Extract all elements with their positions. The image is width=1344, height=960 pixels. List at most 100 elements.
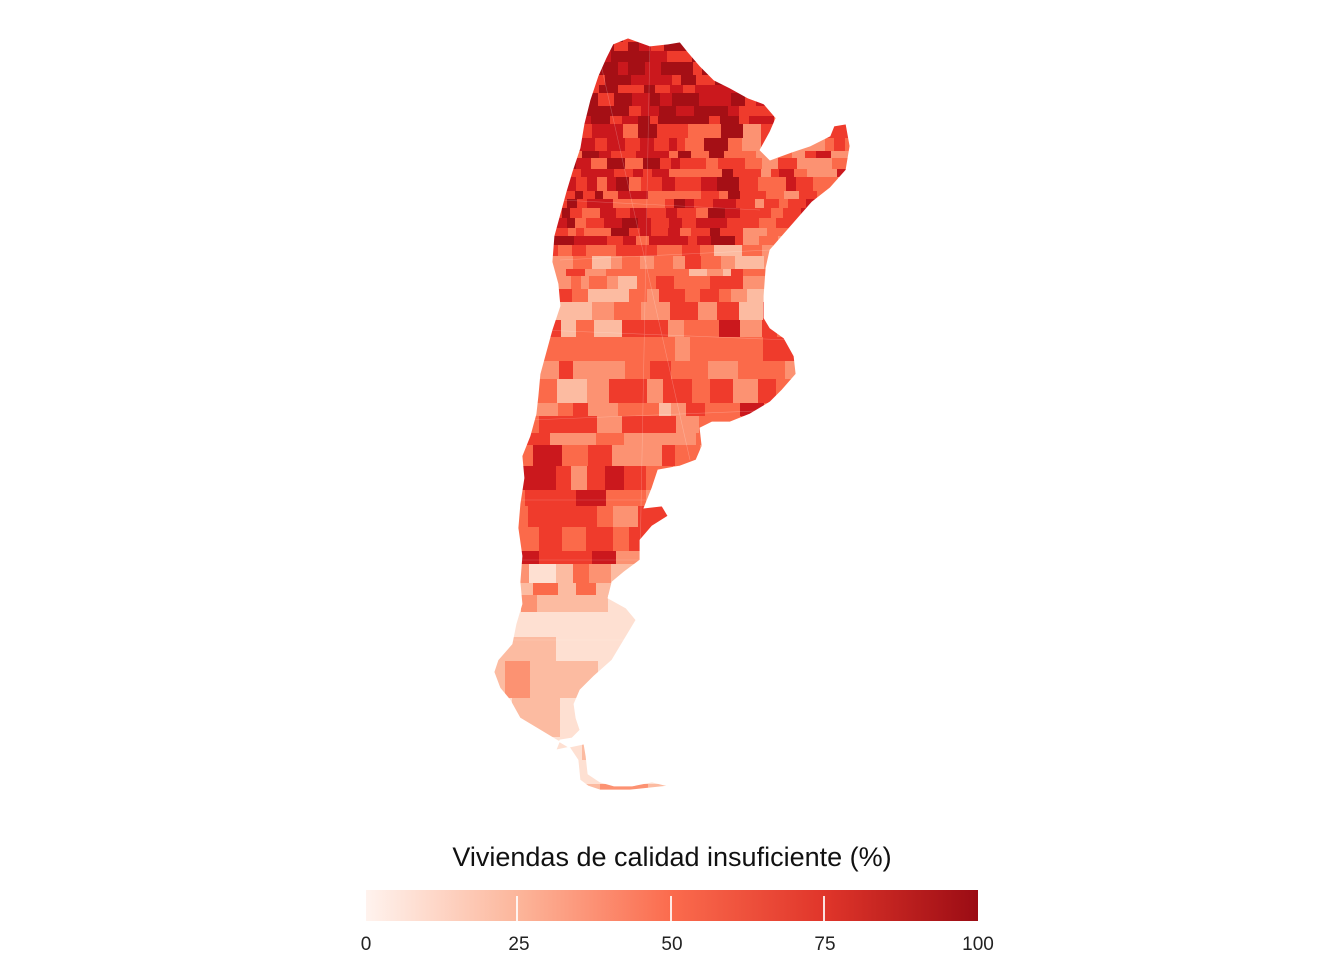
department-cell [751, 551, 782, 565]
department-cell [682, 737, 718, 761]
department-cell [765, 38, 778, 43]
department-cell [661, 62, 680, 76]
department-cell [649, 236, 669, 246]
department-cell [634, 595, 661, 613]
department-cell [723, 433, 744, 446]
department-cell [758, 42, 769, 52]
department-cell [785, 466, 814, 491]
department-cell [562, 191, 576, 200]
department-cell [494, 199, 507, 209]
department-cell [833, 208, 849, 219]
department-cell [619, 737, 651, 761]
department-cell [745, 158, 763, 170]
department-cell [588, 289, 604, 303]
department-cell [761, 138, 780, 152]
department-cell [614, 75, 623, 86]
department-cell [793, 62, 803, 76]
department-cell [813, 466, 835, 491]
department-cell [696, 75, 716, 86]
department-cell [709, 116, 721, 125]
department-cell [640, 138, 655, 152]
department-cell [625, 337, 655, 362]
department-cell [682, 218, 697, 229]
department-cell [823, 527, 840, 552]
department-cell [574, 236, 592, 246]
department-cell [633, 169, 644, 178]
department-cell [816, 51, 834, 63]
department-cell [567, 106, 584, 117]
department-cell [700, 245, 715, 257]
department-cell [641, 177, 651, 192]
department-cell [841, 158, 850, 170]
department-cell [607, 276, 619, 290]
department-cell [494, 276, 509, 290]
department-cell [554, 276, 563, 290]
department-cell [531, 403, 559, 417]
department-cell [618, 85, 627, 94]
department-cell [650, 361, 672, 380]
department-cell [508, 218, 524, 229]
department-cell [623, 236, 637, 246]
department-cell [554, 302, 580, 321]
department-cell [566, 177, 577, 192]
department-cell [749, 527, 767, 552]
department-cell [648, 784, 679, 790]
department-cell [581, 276, 590, 290]
department-cell [618, 276, 638, 290]
department-cell [576, 583, 597, 596]
department-cell [728, 138, 743, 152]
department-cell [662, 445, 676, 467]
department-cell [755, 208, 772, 219]
department-cell [660, 158, 672, 170]
department-cell [697, 698, 725, 738]
department-cell [596, 433, 625, 446]
department-cell [692, 379, 711, 404]
department-cell [670, 302, 685, 321]
department-cell [610, 116, 623, 125]
department-cell [753, 51, 762, 63]
department-cell [688, 236, 698, 246]
department-cell [718, 158, 732, 170]
department-cell [833, 320, 850, 338]
department-cell [670, 85, 684, 94]
department-cell [833, 337, 846, 362]
department-cell [687, 177, 702, 192]
department-cell [786, 177, 797, 192]
department-cell [675, 177, 688, 192]
department-cell [696, 218, 713, 229]
department-cell [521, 595, 538, 613]
department-cell [583, 191, 596, 200]
department-cell [494, 151, 497, 159]
department-cell [494, 302, 510, 321]
department-cell [697, 637, 722, 662]
department-cell [807, 433, 822, 446]
department-cell [494, 38, 503, 43]
department-cell [683, 191, 702, 200]
department-cell [766, 93, 780, 107]
department-cell [674, 245, 683, 257]
department-cell [713, 199, 724, 209]
department-cell [497, 361, 529, 380]
department-cell [758, 106, 767, 117]
department-cell [604, 218, 623, 229]
department-cell [698, 302, 718, 321]
department-cell [572, 85, 583, 94]
department-cell [636, 151, 654, 159]
department-cell [602, 361, 626, 380]
department-cell [598, 527, 614, 552]
department-cell [572, 75, 589, 86]
department-cell [677, 208, 697, 219]
department-cell [736, 199, 756, 209]
department-cell [834, 42, 847, 52]
department-cell [748, 445, 766, 467]
department-cell [557, 379, 588, 404]
department-cell [494, 85, 495, 94]
department-cell [859, 527, 877, 552]
department-cell [771, 433, 794, 446]
department-cell [611, 151, 627, 159]
department-cell [644, 85, 656, 94]
department-cell [545, 116, 554, 125]
department-cell [759, 218, 777, 229]
department-cell [833, 51, 846, 63]
department-cell [757, 737, 789, 761]
